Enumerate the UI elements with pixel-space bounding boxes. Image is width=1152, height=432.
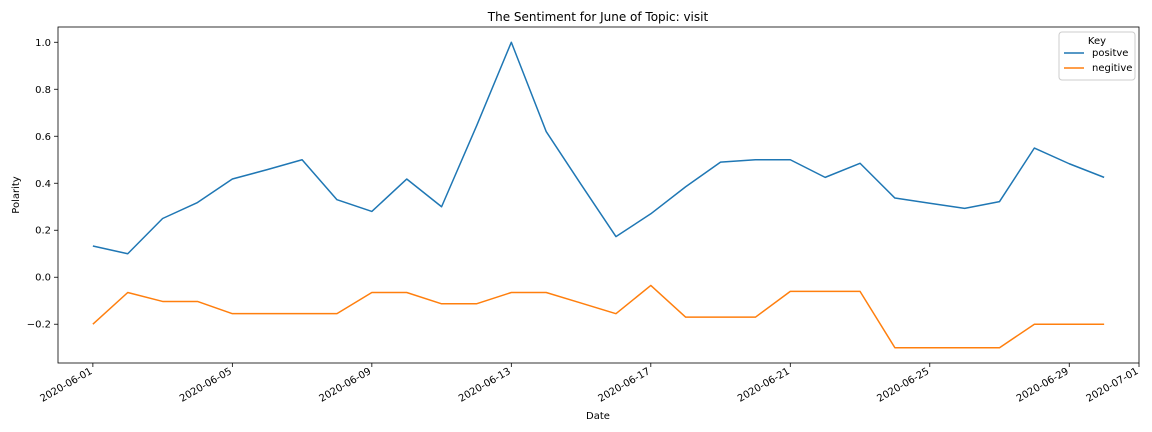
x-tick-label: 2020-06-01 bbox=[39, 366, 95, 405]
series-line-negitive bbox=[92, 284, 1105, 349]
x-tick-label: 2020-06-05 bbox=[178, 366, 234, 405]
y-tick-label: 0.2 bbox=[35, 226, 51, 237]
y-tick-label: 0.0 bbox=[35, 273, 51, 284]
y-tick-label: −0.2 bbox=[27, 320, 51, 331]
x-axis-label: Date bbox=[586, 411, 610, 422]
x-axis: 2020-06-01 2020-06-05 2020-06-09 2020-06-13… bbox=[39, 363, 1141, 405]
x-tick-label: 2020-06-17 bbox=[596, 366, 652, 405]
legend-title: Key bbox=[1088, 36, 1106, 47]
series-line-positve bbox=[92, 41, 1105, 255]
chart-title: The Sentiment for June of Topic: visit bbox=[487, 10, 709, 24]
x-tick-label: 2020-06-09 bbox=[318, 366, 374, 405]
legend-label-negitive: negitive bbox=[1092, 63, 1132, 74]
y-tick-label: 0.8 bbox=[35, 85, 51, 96]
plot-area bbox=[57, 26, 1140, 364]
x-tick-label: 2020-06-29 bbox=[1015, 366, 1071, 405]
y-tick-label: 1.0 bbox=[35, 38, 51, 49]
legend-items: positve negitive bbox=[1064, 48, 1132, 74]
x-tick-label: 2020-06-13 bbox=[457, 366, 513, 405]
y-axis-label: Polarity bbox=[11, 176, 22, 214]
y-axis: −0.2 0.0 0.2 0.4 0.6 0.8 1.0 bbox=[27, 38, 58, 331]
legend-label-positve: positve bbox=[1092, 48, 1128, 59]
legend: Key positve negitive bbox=[1058, 31, 1136, 81]
series-layer bbox=[92, 41, 1105, 349]
x-tick-label: 2020-06-21 bbox=[736, 366, 792, 405]
y-tick-label: 0.6 bbox=[35, 132, 51, 143]
y-tick-label: 0.4 bbox=[35, 179, 51, 190]
x-tick-label: 2020-07-01 bbox=[1085, 366, 1141, 405]
x-tick-label: 2020-06-25 bbox=[875, 366, 931, 405]
